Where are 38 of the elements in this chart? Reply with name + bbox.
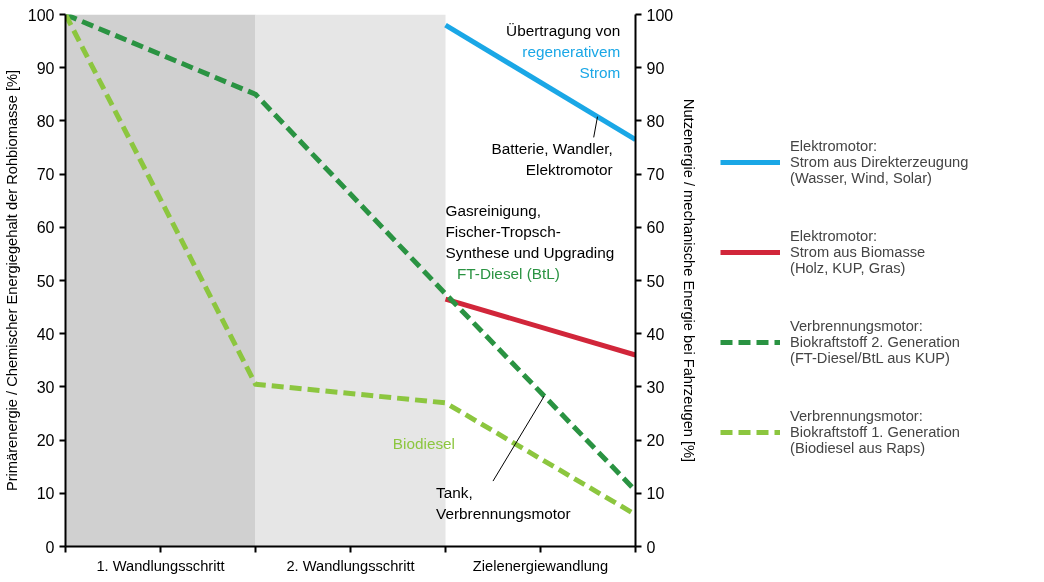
y2-tick-label: 40 xyxy=(646,325,665,343)
y-tick-label: 20 xyxy=(36,432,55,450)
annotation: regenerativem Strom xyxy=(522,43,621,82)
legend-label: Elektromotor: Strom aus Direkterzeugung (Wasser, Wind, Solar) xyxy=(790,138,969,186)
y2-tick-label: 10 xyxy=(646,485,665,503)
legend-label: Verbrennungsmotor: Biokraftstoff 2. Generation (FT-Diesel/BtL aus KUP) xyxy=(790,318,960,366)
y-tick-label: 60 xyxy=(36,219,55,237)
annotation: Übertragung von xyxy=(506,21,621,39)
y-tick-label: 10 xyxy=(36,485,55,503)
legend-label: Elektromotor: Strom aus Biomasse (Holz, KUP, Gras) xyxy=(790,228,926,276)
y2-tick-label: 90 xyxy=(646,59,665,77)
y2-tick-label: 50 xyxy=(646,272,665,290)
y2-tick-label: 100 xyxy=(646,6,674,24)
legend-label: Verbrennungsmotor: Biokraftstoff 1. Generation (Biodiesel aus Raps) xyxy=(790,408,960,456)
y2-tick-label: 0 xyxy=(646,538,656,556)
x-tick-label: Zielenergiewandlung xyxy=(472,557,609,574)
y-axis-title: Primärenergie / Chemischer Energiegehalt der Rohbiomasse [%] xyxy=(3,69,20,492)
annotation: Batterie, Wandler, Elektromotor xyxy=(491,140,613,179)
annotation: FT-Diesel (BtL) xyxy=(456,265,560,283)
y2-tick-label: 20 xyxy=(646,432,665,450)
y-tick-label: 40 xyxy=(36,325,55,343)
y2-tick-label: 60 xyxy=(646,219,665,237)
y-tick-label: 30 xyxy=(36,378,55,396)
x-tick-label: 2. Wandlungsschritt xyxy=(286,557,415,574)
annotation: Gasreinigung, Fischer-Tropsch- Synthese und Upgrading xyxy=(445,201,615,262)
annotation: Tank, Verbrennungsmotor xyxy=(436,483,571,522)
y-tick-label: 90 xyxy=(36,59,55,77)
x-tick-label: 1. Wandlungsschritt xyxy=(96,557,225,574)
y-tick-label: 80 xyxy=(36,112,55,130)
y2-tick-label: 30 xyxy=(646,378,665,396)
y-tick-label: 70 xyxy=(36,166,55,184)
y2-tick-label: 70 xyxy=(646,166,665,184)
y2-tick-label: 80 xyxy=(646,112,665,130)
y-tick-label: 100 xyxy=(27,6,55,24)
y2-axis-title: Nutzenergie / mechanische Energie bei Fahrzeugen [%] xyxy=(681,98,698,463)
y-tick-label: 50 xyxy=(36,272,55,290)
annotation: Biodiesel xyxy=(392,434,456,452)
y-tick-label: 0 xyxy=(45,538,55,556)
